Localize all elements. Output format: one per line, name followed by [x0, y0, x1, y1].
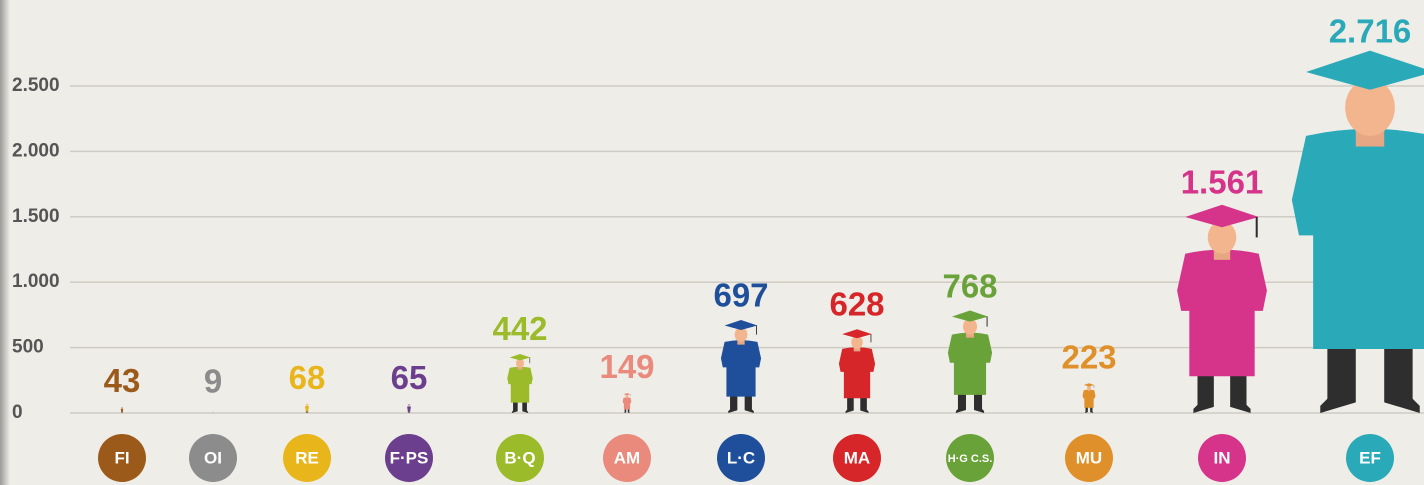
- y-tick-label: 0: [12, 402, 23, 423]
- value-label: 68: [289, 359, 326, 396]
- y-tick-label: 2.500: [12, 75, 60, 96]
- gown: [623, 397, 632, 409]
- value-label: 43: [104, 362, 141, 399]
- x-tick-label: MU: [1076, 448, 1102, 467]
- gown: [948, 333, 992, 395]
- value-label: 628: [829, 286, 884, 323]
- value-label: 65: [391, 359, 428, 396]
- gown: [721, 340, 761, 397]
- gown: [1177, 250, 1267, 377]
- gown: [407, 406, 411, 411]
- y-tick-label: 1.000: [12, 271, 60, 292]
- x-tick-label: RE: [295, 448, 319, 467]
- value-label: 697: [713, 277, 768, 314]
- gown: [213, 412, 214, 413]
- y-tick-label: 1.500: [12, 206, 60, 227]
- x-tick-label: EF: [1359, 448, 1381, 467]
- gown: [507, 367, 532, 403]
- value-label: 2.716: [1329, 12, 1412, 49]
- x-tick-label: OI: [204, 448, 222, 467]
- x-tick-label: F·PS: [390, 448, 429, 467]
- gown: [1083, 390, 1096, 408]
- gown: [839, 347, 875, 398]
- value-label: 1.561: [1181, 164, 1264, 201]
- x-tick-label: H·G C.S.: [948, 453, 993, 465]
- value-label: 442: [492, 310, 547, 347]
- x-tick-label: FI: [114, 448, 129, 467]
- gown: [121, 409, 123, 412]
- gown: [305, 406, 309, 412]
- x-tick-label: AM: [614, 448, 640, 467]
- value-label: 223: [1061, 339, 1116, 376]
- x-tick-label: L·C: [727, 448, 755, 467]
- chart: 0 500 1.000 1.500 2.000 2.500 43 FI 9 OI 68 RE 65 F·P…: [0, 0, 1424, 485]
- x-tick-label: B·Q: [504, 448, 535, 467]
- x-tick-label: IN: [1214, 448, 1231, 467]
- value-label: 768: [942, 267, 997, 304]
- y-tick-label: 2.000: [12, 140, 60, 161]
- value-label: 149: [599, 348, 654, 385]
- page-edge: [0, 0, 10, 485]
- y-tick-label: 500: [12, 337, 44, 358]
- x-tick-label: MA: [844, 448, 870, 467]
- value-label: 9: [204, 363, 222, 400]
